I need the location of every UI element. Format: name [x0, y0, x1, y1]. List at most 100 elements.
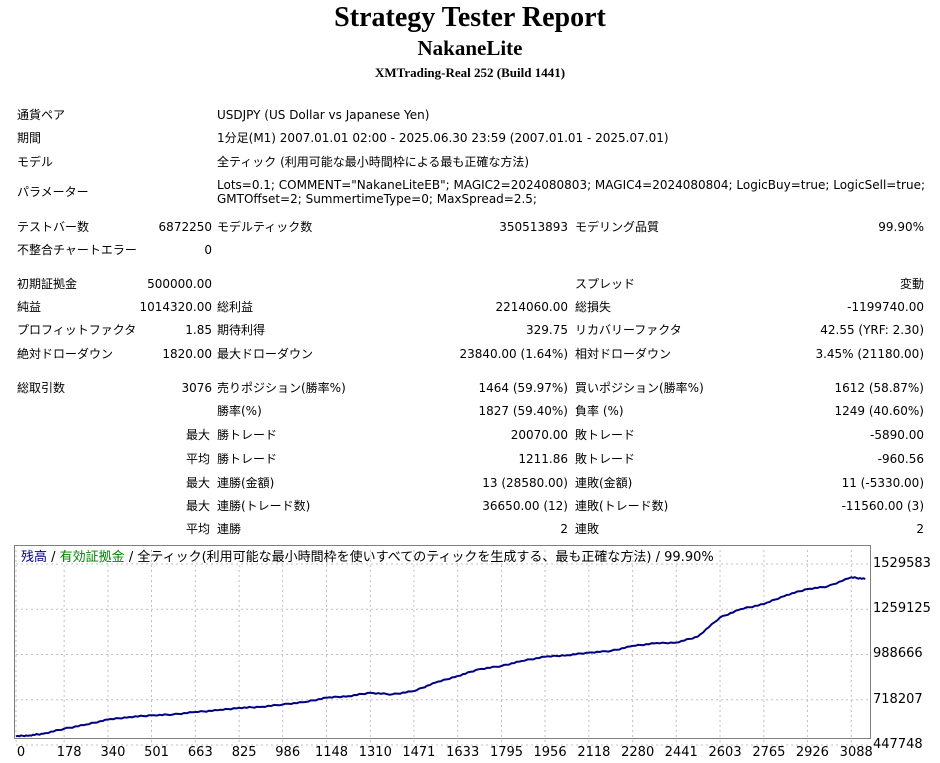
cons-loss-label: 連敗(トレード数) — [575, 499, 669, 513]
period-value: 1分足(M1) 2007.01.01 02:00 - 2025.06.30 23… — [217, 131, 669, 145]
balance-series-line — [15, 576, 866, 738]
symbol-label: 通貨ペア — [17, 108, 66, 122]
spread-value: 変動 — [899, 277, 924, 291]
row-prefix-max: 最大 — [185, 499, 210, 513]
win-label: 勝率(%) — [217, 404, 262, 418]
gross-loss-value: -1199740.00 — [847, 300, 924, 314]
trades-value: 3076 — [181, 381, 212, 395]
deposit-value: 500000.00 — [147, 277, 212, 291]
model-label: モデル — [17, 155, 54, 169]
x-tick-label: 178 — [56, 745, 82, 760]
server-info: XMTrading-Real 252 (Build 1441) — [374, 65, 566, 80]
loss-label: 負率 (%) — [575, 404, 624, 418]
legend-sep: / — [124, 550, 138, 565]
max-dd-value: 23840.00 (1.64%) — [459, 347, 568, 361]
x-tick-label: 1633 — [446, 745, 480, 760]
avg-cons-losses-value: 2 — [916, 522, 924, 536]
x-tick-label: 663 — [187, 745, 213, 760]
balance-chart-frame — [14, 545, 871, 739]
avg-win-value: 1211.86 — [518, 452, 568, 466]
y-tick-label: 1529583 — [873, 556, 931, 571]
params-label: パラメーター — [17, 185, 89, 199]
short-label: 売りポジション(勝率%) — [217, 381, 346, 395]
x-tick-label: 986 — [275, 745, 301, 760]
legend-sep: / — [47, 550, 60, 565]
net-profit-value: 1014320.00 — [139, 300, 212, 314]
cons-losses-value: 11 (-5330.00) — [841, 476, 924, 490]
bars-value: 6872250 — [158, 220, 212, 234]
deposit-label: 初期証拠金 — [17, 277, 78, 291]
x-tick-label: 501 — [144, 745, 169, 760]
loss-value: 1249 (40.60%) — [834, 404, 924, 418]
rf-label: リカバリーファクタ — [575, 323, 682, 337]
legend-balance: 残高 — [21, 550, 48, 565]
x-tick-label: 3088 — [839, 745, 873, 760]
report-title: Strategy Tester Report — [334, 2, 606, 33]
x-tick-label: 2765 — [752, 745, 786, 760]
gross-profit-value: 2214060.00 — [495, 300, 568, 314]
avg-cons-wins-label: 連勝 — [217, 522, 242, 536]
row-prefix-avg: 平均 — [185, 522, 210, 536]
largest-loss-value: -5890.00 — [870, 428, 924, 442]
cons-wins-label: 連勝(金額) — [217, 476, 275, 490]
rf-value: 42.55 (YRF: 2.30) — [820, 323, 924, 337]
long-label: 買いポジション(勝率%) — [575, 381, 704, 395]
x-tick-label: 1471 — [402, 745, 436, 760]
legend-equity: 有効証拠金 — [59, 550, 125, 565]
payoff-value: 329.75 — [526, 323, 568, 337]
largest-loss-label: 敗トレード — [575, 428, 636, 442]
abs-dd-value: 1820.00 — [162, 347, 212, 361]
x-tick-label: 0 — [16, 745, 26, 760]
cons-losses-label: 連敗(金額) — [575, 476, 633, 490]
row-prefix-max: 最大 — [185, 428, 210, 442]
x-tick-label: 825 — [231, 745, 257, 760]
bars-label: テストバー数 — [17, 220, 90, 234]
quality-value: 99.90% — [878, 220, 924, 234]
avg-cons-wins-value: 2 — [560, 522, 568, 536]
x-tick-label: 1148 — [314, 745, 349, 760]
spread-label: スプレッド — [575, 277, 636, 291]
model-value: 全ティック (利用可能な最小時間枠による最も正確な方法) — [217, 155, 530, 169]
pf-value: 1.85 — [185, 323, 212, 337]
x-tick-label: 1310 — [358, 745, 392, 760]
period-label: 期間 — [17, 131, 42, 145]
rel-dd-value: 3.45% (21180.00) — [815, 347, 924, 361]
win-value: 1827 (59.40%) — [478, 404, 568, 418]
row-prefix-avg: 平均 — [185, 452, 210, 466]
net-profit-label: 純益 — [17, 300, 42, 314]
y-tick-label: 988666 — [873, 646, 923, 662]
trades-label: 総取引数 — [17, 381, 66, 395]
short-value: 1464 (59.97%) — [478, 381, 568, 395]
avg-loss-label: 敗トレード — [575, 452, 636, 466]
largest-win-label: 勝トレード — [217, 428, 278, 442]
avg-loss-value: -960.56 — [877, 452, 924, 466]
avg-cons-losses-label: 連敗 — [575, 522, 600, 536]
quality-label: モデリング品質 — [575, 220, 660, 234]
mismatch-value: 0 — [204, 243, 212, 257]
max-dd-label: 最大ドローダウン — [217, 347, 314, 361]
cons-loss-value: -11560.00 (3) — [841, 499, 924, 513]
pf-label: プロフィットファクタ — [17, 323, 137, 337]
rel-dd-label: 相対ドローダウン — [575, 347, 672, 361]
symbol-value: USDJPY (US Dollar vs Japanese Yen) — [217, 108, 430, 122]
gross-loss-label: 総損失 — [575, 300, 612, 314]
largest-win-value: 20070.00 — [510, 428, 568, 442]
cons-wins-value: 13 (28580.00) — [482, 476, 568, 490]
x-tick-label: 2441 — [664, 745, 698, 760]
y-tick-label: 1259125 — [873, 601, 931, 617]
gross-profit-label: 総利益 — [217, 300, 254, 314]
mismatch-label: 不整合チャートエラー — [17, 243, 137, 257]
x-tick-label: 2926 — [795, 745, 829, 760]
avg-win-label: 勝トレード — [217, 452, 278, 466]
x-tick-label: 2118 — [577, 745, 611, 760]
chart-legend: 残高 / 有効証拠金 / 全ティック(利用可能な最小時間枠を使いすべてのティック… — [21, 550, 714, 566]
x-tick-label: 1795 — [489, 745, 524, 760]
y-tick-label: 447748 — [873, 737, 923, 752]
abs-dd-label: 絶対ドローダウン — [17, 347, 114, 361]
cons-profit-label: 連勝(トレード数) — [217, 499, 311, 513]
x-tick-label: 1956 — [533, 745, 567, 760]
payoff-label: 期待利得 — [217, 323, 266, 337]
ticks-label: モデルティック数 — [217, 220, 313, 234]
long-value: 1612 (58.87%) — [834, 381, 924, 395]
